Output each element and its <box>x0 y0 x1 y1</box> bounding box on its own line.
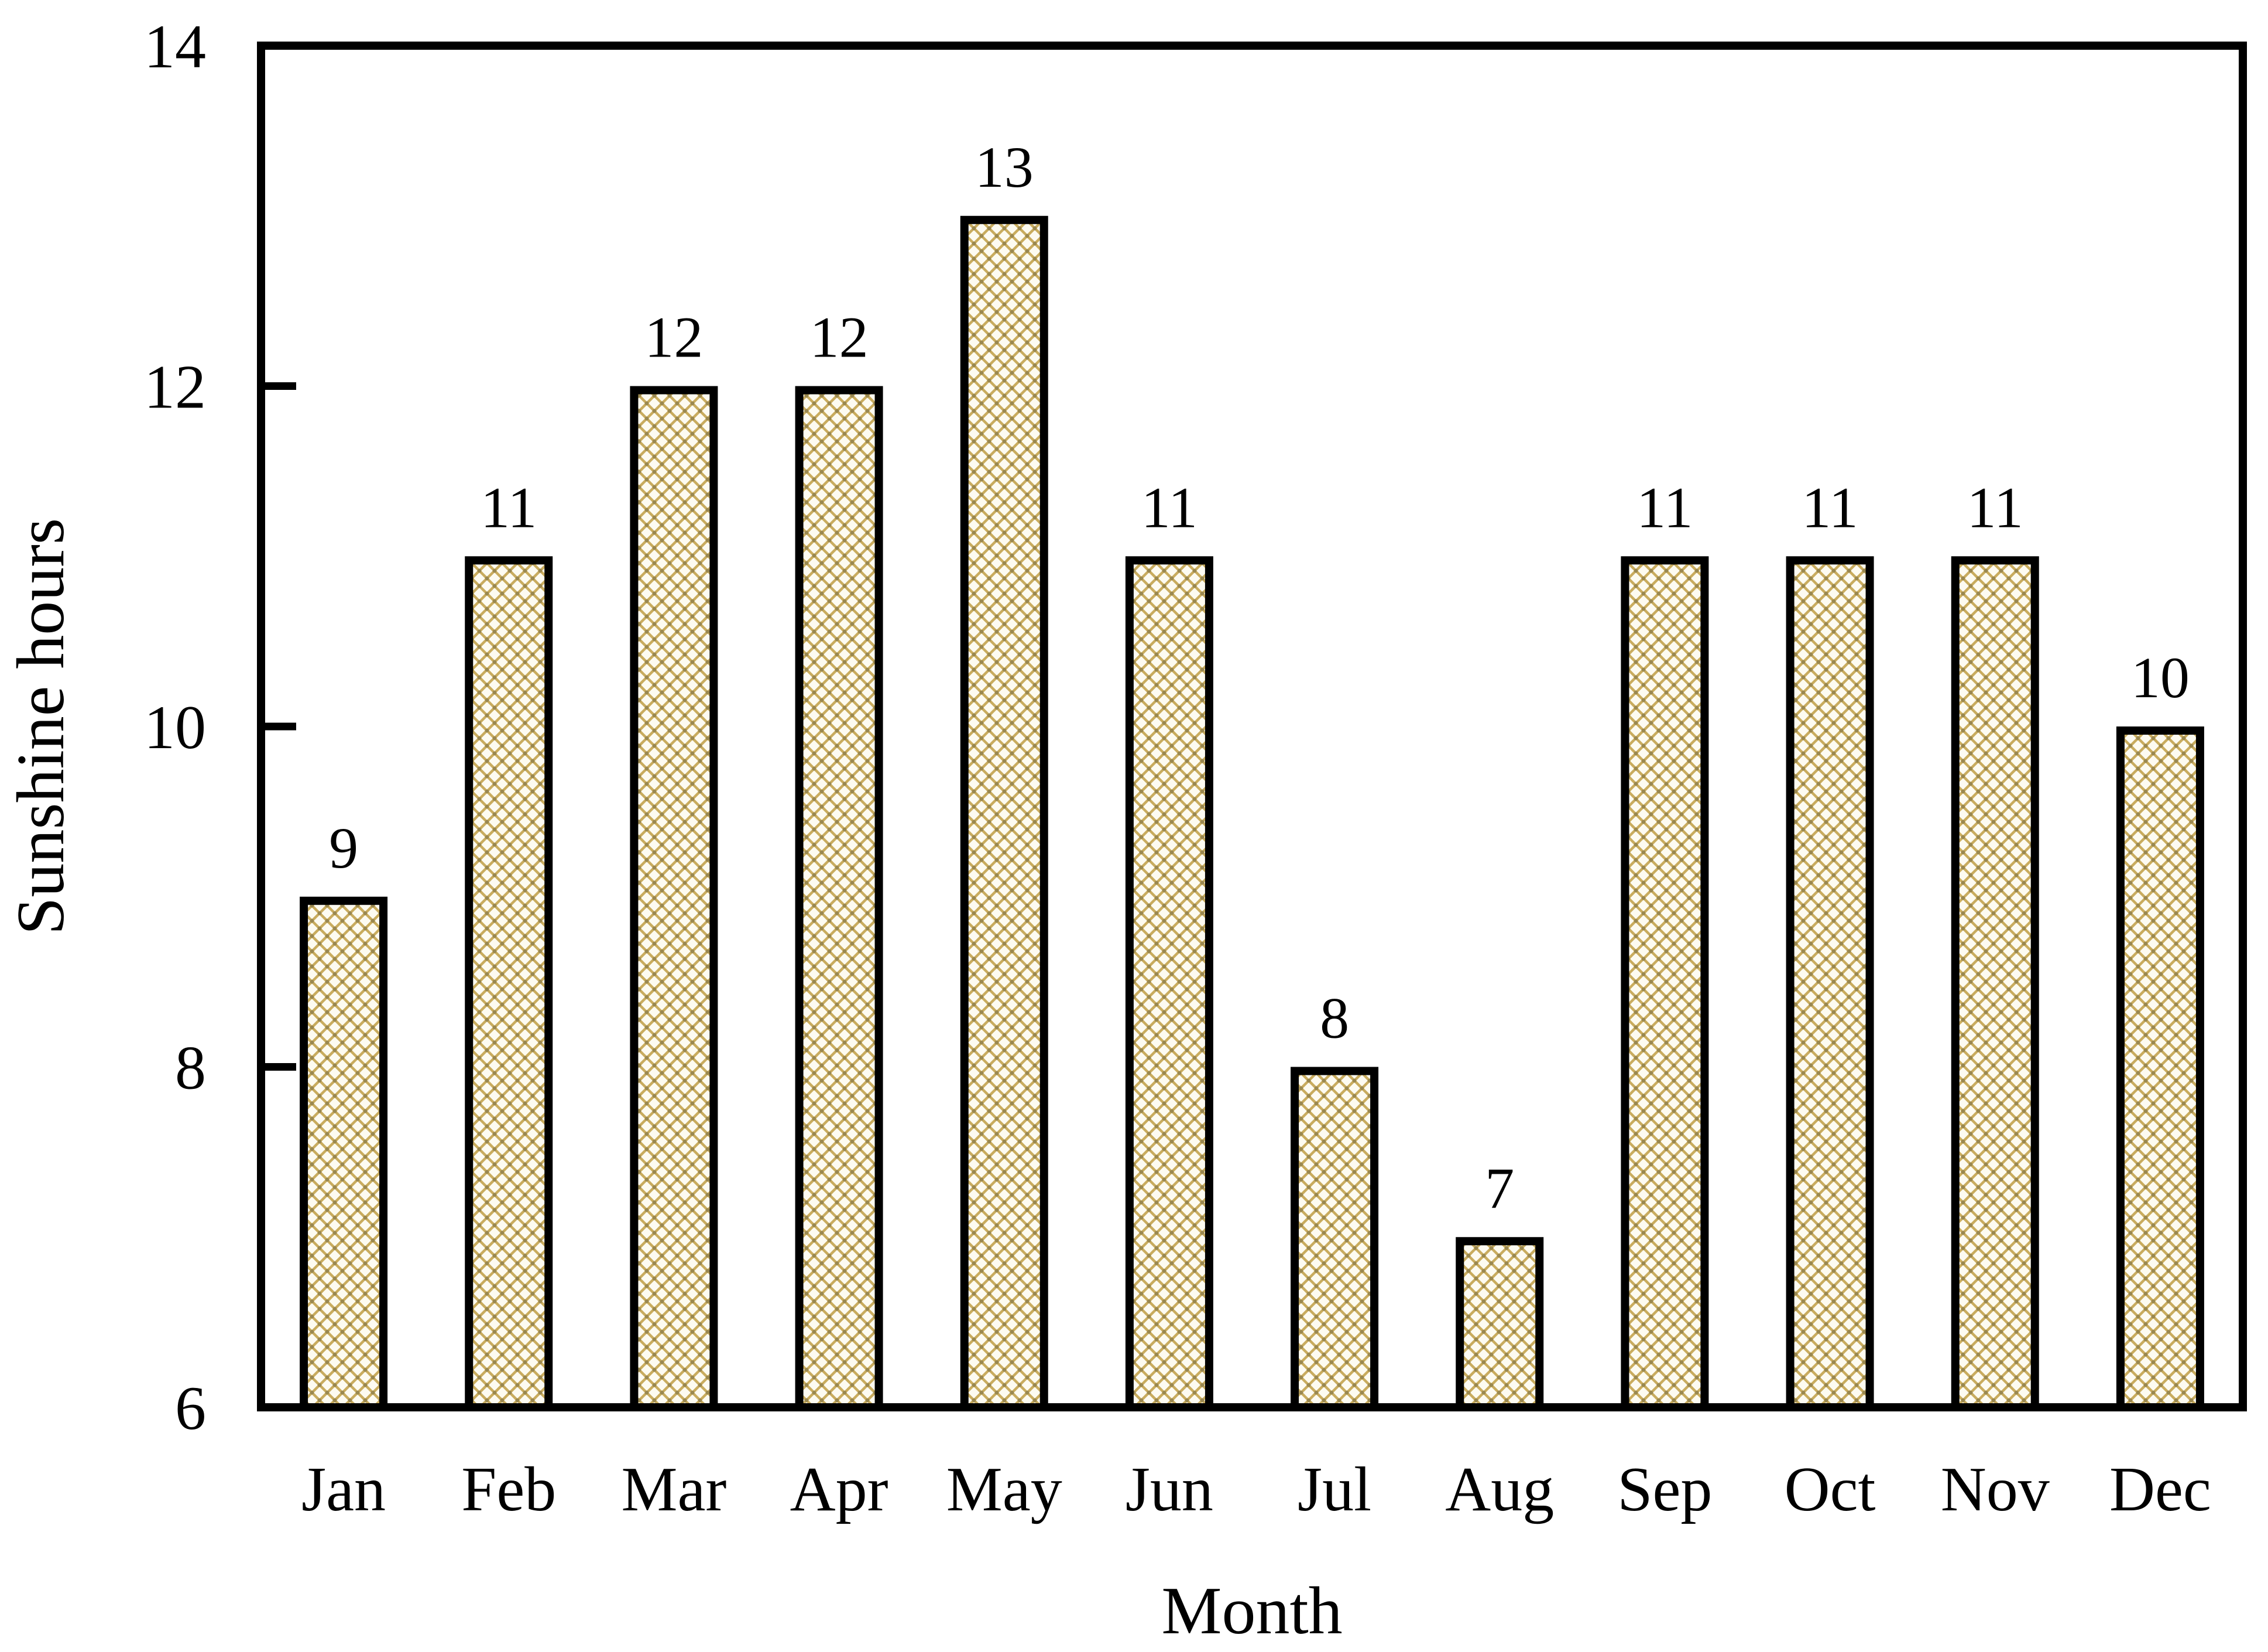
x-tick-label-nov: Nov <box>1941 1455 2050 1524</box>
bar-may <box>960 215 1048 1411</box>
x-tick-label-jun: Jun <box>1126 1455 1213 1524</box>
bar-value-label-may: 13 <box>975 135 1034 200</box>
x-axis-title: Month <box>1161 1574 1342 1648</box>
bar-value-label-sep: 11 <box>1636 475 1693 540</box>
x-tick-label-feb: Feb <box>461 1455 556 1524</box>
labels-layer: 9 Jan 11 Feb 12 Mar 12 Apr 13 May 11 Jun 8 Jul 7 Aug 11 S… <box>144 12 2211 1524</box>
x-tick-label-apr: Apr <box>790 1455 888 1524</box>
y-tick-label-14: 14 <box>144 12 206 81</box>
x-tick-label-may: May <box>946 1455 1062 1524</box>
bar-mar <box>630 386 718 1411</box>
bar-value-label-jul: 8 <box>1320 986 1349 1051</box>
y-axis-title: Sunshine hours <box>4 518 78 935</box>
bar-value-label-feb: 11 <box>481 475 537 540</box>
x-tick-label-oct: Oct <box>1785 1455 1876 1524</box>
x-tick-label-aug: Aug <box>1445 1455 1554 1524</box>
y-tick-label-6: 6 <box>175 1374 206 1442</box>
bar-sep <box>1621 556 1709 1411</box>
bar-apr <box>795 386 883 1411</box>
bar-value-label-aug: 7 <box>1485 1156 1514 1221</box>
y-tick-label-8: 8 <box>175 1034 206 1102</box>
bar-jun <box>1125 556 1213 1411</box>
bar-value-label-dec: 10 <box>2131 645 2190 710</box>
bar-value-label-mar: 12 <box>644 305 703 370</box>
x-tick-label-dec: Dec <box>2109 1455 2211 1524</box>
x-tick-label-sep: Sep <box>1617 1455 1712 1524</box>
bars-layer <box>300 215 2204 1411</box>
bar-jul <box>1291 1067 1379 1411</box>
plot-frame <box>257 42 2247 1411</box>
y-tick-label-12: 12 <box>144 353 206 421</box>
x-tick-label-jul: Jul <box>1298 1455 1371 1524</box>
x-tick-label-jan: Jan <box>301 1455 386 1524</box>
bar-value-label-apr: 12 <box>810 305 869 370</box>
bar-value-label-oct: 11 <box>1802 475 1858 540</box>
bar-aug <box>1456 1237 1544 1411</box>
bar-dec <box>2116 726 2204 1411</box>
bar-value-label-jan: 9 <box>329 815 358 880</box>
bar-nov <box>1951 556 2039 1411</box>
bar-feb <box>465 556 553 1411</box>
bar-value-label-jun: 11 <box>1141 475 1198 540</box>
bar-value-label-nov: 11 <box>1967 475 2023 540</box>
x-tick-label-mar: Mar <box>621 1455 726 1524</box>
y-ticks-layer <box>261 382 296 1071</box>
bar-jan <box>300 896 388 1411</box>
y-tick-label-10: 10 <box>144 693 206 762</box>
bar-oct <box>1786 556 1874 1411</box>
